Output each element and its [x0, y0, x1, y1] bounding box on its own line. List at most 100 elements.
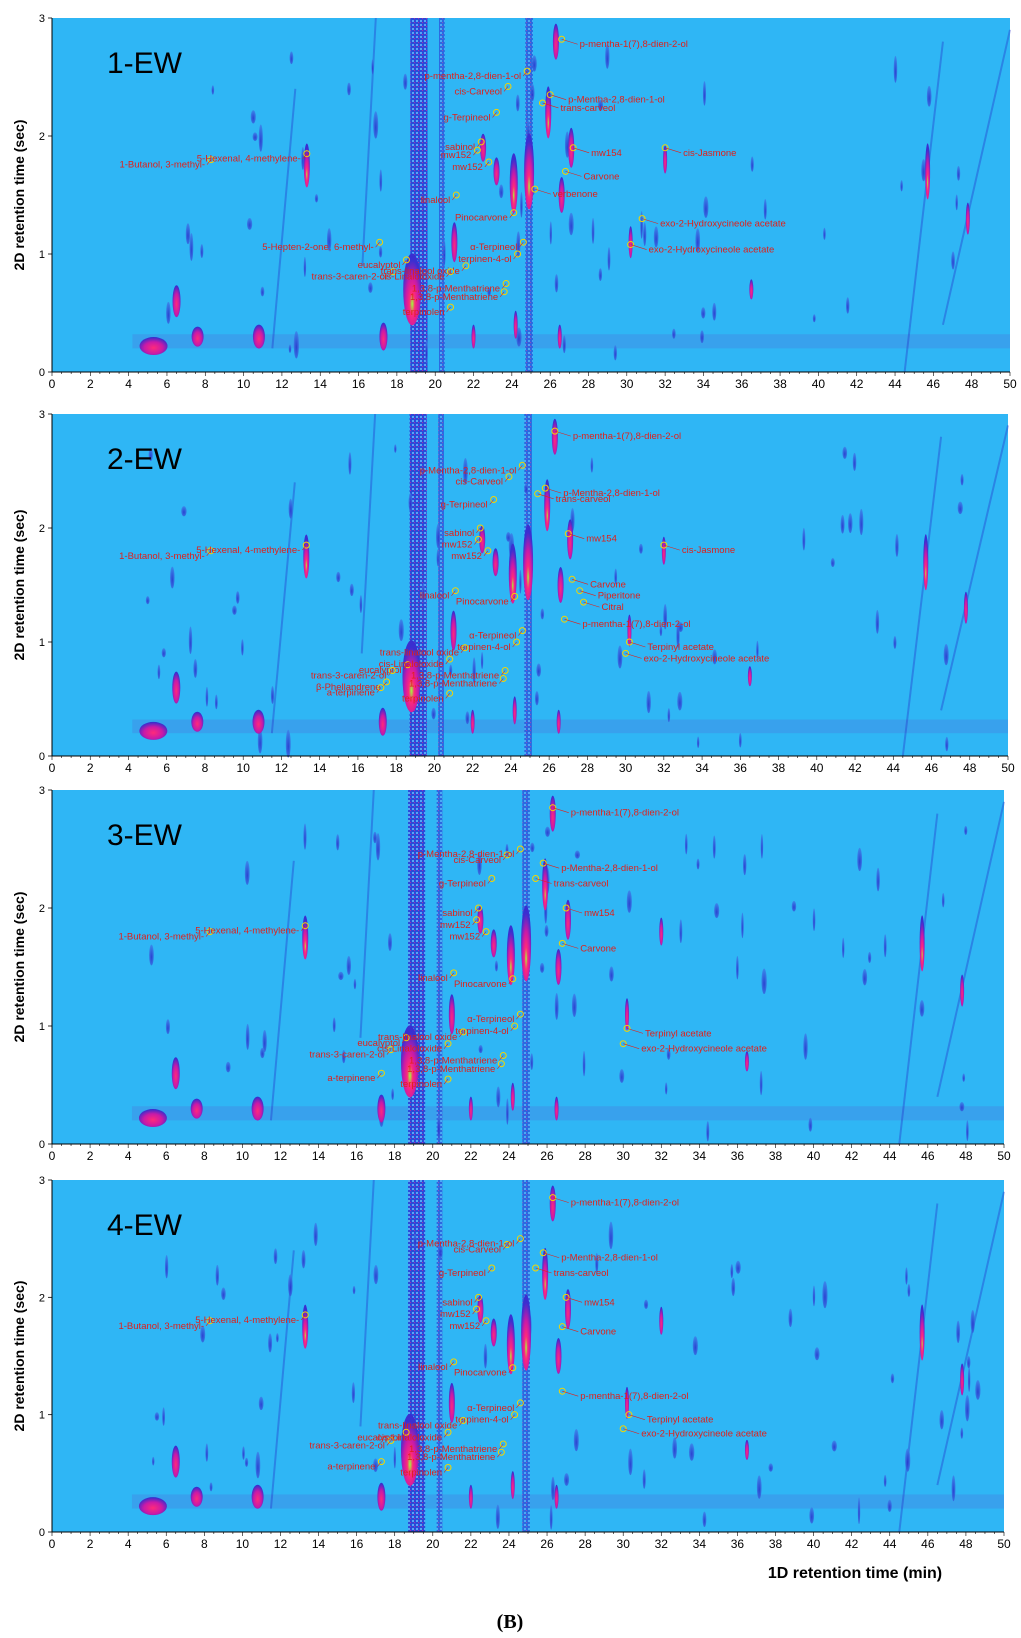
minor-peak [951, 1475, 956, 1502]
annotation-label: p-Mentha-2,8-dien-1-ol [568, 95, 665, 106]
minor-peak [205, 1443, 209, 1462]
peak [171, 1057, 180, 1090]
x-tick-label: 50 [997, 1537, 1011, 1551]
x-tick-label: 46 [927, 377, 941, 391]
peak [965, 202, 970, 235]
minor-peak [573, 1429, 579, 1452]
annotation: Carvone [561, 167, 619, 182]
annotation-leader [497, 1063, 502, 1069]
peak [564, 1289, 571, 1330]
annotation-leader [302, 153, 308, 159]
annotation-marker [444, 1040, 452, 1048]
y-axis-title: 2D retention time (sec) [11, 1281, 27, 1432]
annotation-label: cis-Linaloloxide [377, 1432, 442, 1443]
annotation: terpinolen [402, 689, 454, 704]
minor-peak [571, 993, 577, 1017]
annotation-label: trans-carveol [560, 103, 615, 114]
minor-peak [285, 729, 291, 758]
annotation: trans-linalool oxide [378, 1417, 467, 1432]
x-tick-label: 34 [693, 1149, 707, 1163]
annotation-marker [619, 1425, 627, 1433]
minor-peak [955, 194, 958, 211]
annotation-label: terpinen-4-ol [455, 1026, 508, 1037]
minor-peak [667, 708, 671, 723]
annotation-label: mw152 [452, 162, 483, 173]
background-streak [898, 1203, 939, 1533]
annotation-label: trans-linalool oxide [380, 648, 459, 659]
y-tick-label: 1 [39, 1410, 45, 1422]
annotation-leader [510, 1414, 515, 1420]
annotation: a-terpinene [327, 684, 385, 699]
annotation-leader [300, 1314, 306, 1321]
annotation-label: p-mentha-1(7),8-dien-2-ol [580, 39, 688, 50]
annotation-label: 1,3,8-p-Menthatriene [409, 1056, 497, 1067]
annotation-leader [461, 265, 467, 271]
panel-3: 0 2 4 6 8 10 12 14 16 18 20 22 24 26 28 30 32 34 36 38 40 42 4… [11, 785, 1011, 1163]
minor-peak [617, 645, 623, 669]
peak [490, 929, 497, 958]
x-tick-label: 2 [87, 1149, 94, 1163]
annotation-leader [535, 1267, 552, 1274]
y-tick-label: 1 [39, 1021, 45, 1033]
minor-peak [235, 591, 240, 604]
bleed-column [436, 1180, 443, 1532]
minor-peak [921, 159, 927, 182]
minor-peak [941, 893, 945, 908]
x-tick-label: 30 [617, 1149, 631, 1163]
peak [172, 671, 181, 704]
minor-peak [314, 194, 319, 203]
minor-peak [951, 251, 955, 270]
minor-peak [893, 55, 898, 83]
annotation-marker [510, 209, 518, 217]
annotation-label: sabinol [444, 528, 474, 539]
minor-peak [181, 506, 187, 517]
annotation-leader [206, 550, 211, 556]
minor-peak [276, 1333, 279, 1343]
annotation-leader [205, 931, 211, 937]
annotation-leader [518, 465, 523, 471]
peak [659, 1306, 664, 1335]
annotation-label: trans-carveol [556, 494, 611, 505]
annotation: p-mentha-1(7),8-dien-2-ol [549, 1194, 679, 1209]
peak [554, 1096, 559, 1121]
annotation: eucalyptol [358, 256, 410, 271]
peak [521, 905, 532, 982]
annotation-label: p-Mentha-2,8-dien-1-ol [418, 849, 515, 860]
annotation-leader [573, 147, 590, 154]
annotation: trans-3-caren-2-ol [311, 667, 396, 682]
x-tick-label: 22 [464, 1537, 478, 1551]
annotation: p-Mentha-2,8-dien-1-ol [539, 1249, 658, 1264]
annotation-label: α-Terpineol [467, 1014, 514, 1025]
annotation-marker [513, 638, 521, 646]
annotation: cis-Carveol [454, 1241, 511, 1256]
minor-peak [857, 847, 863, 872]
annotation-marker [558, 35, 566, 43]
x-tick-label: 0 [49, 761, 56, 775]
minor-peak [394, 444, 397, 453]
minor-peak [712, 649, 718, 665]
x-tick-label: 4 [125, 761, 132, 775]
annotation-marker [444, 1428, 452, 1436]
minor-peak [962, 1073, 966, 1082]
annotation-marker [473, 916, 481, 924]
annotation-label: p-mentha-1(7),8-dien-2-ol [580, 1391, 688, 1402]
annotation-label: mw152 [449, 1321, 480, 1332]
annotation: Piperitone [576, 587, 640, 602]
annotation-leader [516, 1402, 521, 1409]
minor-peak [530, 842, 535, 853]
x-tick-label: 2 [87, 761, 94, 775]
minor-peak [768, 1463, 774, 1472]
annotation-marker [490, 496, 498, 503]
annotation-label: linalool [421, 195, 451, 206]
peak [477, 905, 484, 934]
annotation-label: 1,3,8-p-Menthatriene [412, 284, 500, 295]
annotation-leader [579, 590, 596, 596]
annotation-marker [516, 1235, 524, 1243]
annotation-leader [564, 618, 581, 625]
background-streak [898, 813, 939, 1145]
annotation-leader [516, 848, 521, 855]
annotation-marker [446, 655, 454, 663]
annotation-leader [451, 590, 456, 596]
minor-peak [393, 1446, 397, 1469]
minor-peak [831, 1440, 837, 1452]
